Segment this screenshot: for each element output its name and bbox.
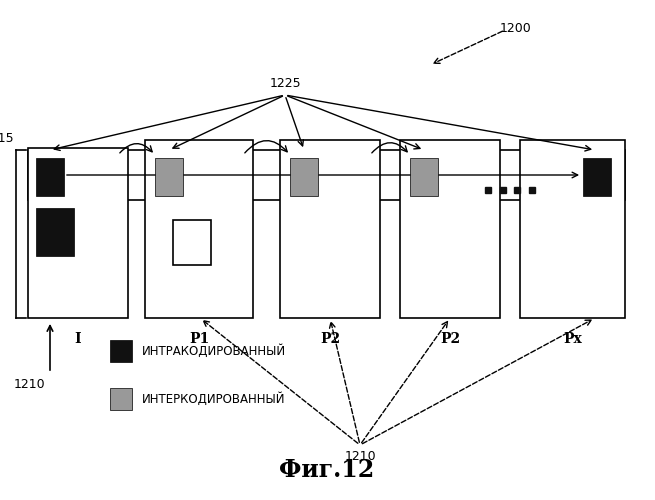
Text: 1215: 1215 (0, 132, 14, 145)
Text: 1200: 1200 (500, 22, 532, 35)
Text: P2: P2 (440, 332, 460, 346)
Bar (290, 158, 318, 196)
Bar (173, 220, 211, 265)
Bar (155, 158, 183, 196)
Bar (583, 158, 611, 196)
Bar (28, 148, 128, 318)
Text: 1210: 1210 (344, 450, 376, 463)
Bar (28, 150, 625, 200)
Text: P2: P2 (320, 332, 340, 346)
Bar (400, 140, 500, 318)
Text: ИНТРАКОДИРОВАННЫЙ: ИНТРАКОДИРОВАННЫЙ (142, 344, 286, 358)
Bar (280, 140, 380, 318)
Text: 1225: 1225 (269, 77, 301, 90)
Bar (36, 158, 64, 196)
Bar (110, 388, 132, 410)
Text: 1210: 1210 (13, 378, 45, 391)
Bar (520, 140, 625, 318)
Text: P1: P1 (189, 332, 209, 346)
Bar (145, 140, 253, 318)
Bar (410, 158, 438, 196)
Bar (110, 340, 132, 362)
Text: ИНТЕРКОДИРОВАННЫЙ: ИНТЕРКОДИРОВАННЫЙ (142, 392, 286, 406)
Bar (36, 208, 74, 256)
Text: Фиг.12: Фиг.12 (280, 458, 375, 482)
Text: I: I (75, 332, 81, 346)
Text: Px: Px (563, 332, 582, 346)
